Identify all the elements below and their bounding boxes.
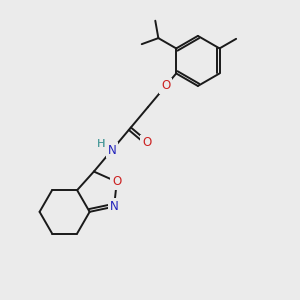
Text: H: H bbox=[98, 139, 106, 149]
Text: H: H bbox=[98, 139, 106, 149]
Text: O: O bbox=[161, 79, 170, 92]
Text: N: N bbox=[107, 144, 116, 157]
Text: O: O bbox=[142, 136, 152, 149]
Text: O: O bbox=[112, 175, 122, 188]
Text: O: O bbox=[142, 136, 152, 149]
Text: N: N bbox=[110, 200, 118, 213]
Text: O: O bbox=[112, 175, 122, 188]
Text: O: O bbox=[161, 79, 170, 92]
Text: N: N bbox=[107, 144, 116, 157]
Text: N: N bbox=[110, 200, 118, 213]
